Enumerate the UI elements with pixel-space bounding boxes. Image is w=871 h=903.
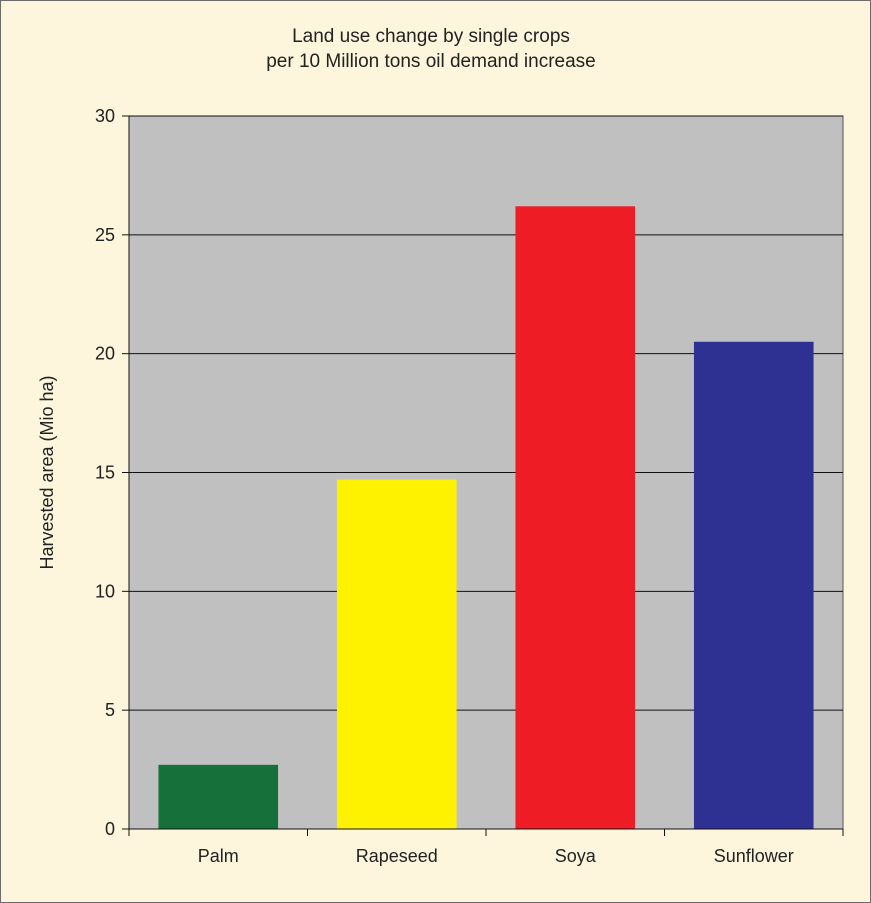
y-tick-label: 30 [95,106,115,126]
bar-chart: Land use change by single crops per 10 M… [37,26,844,866]
axes [122,115,844,836]
x-tick-label: Soya [555,846,597,866]
y-tick-label: 5 [105,700,115,720]
chart-title: Land use change by single crops [292,26,570,47]
x-tick-label: Rapeseed [356,846,438,866]
bar-soya [515,206,636,829]
y-tick-label: 0 [105,819,115,839]
chart-area: Land use change by single crops per 10 M… [9,9,864,894]
y-tick-label: 25 [95,225,115,245]
x-tick-label: Palm [198,846,239,866]
y-axis-label: Harvested area (Mio ha) [37,375,57,569]
y-tick-label: 20 [95,344,115,364]
tick-labels: 0 5 10 15 20 25 30 Palm Rapeseed Soya Sunflower [95,106,794,866]
bar-rapeseed [336,479,457,829]
bar-palm [158,764,279,829]
bars [158,206,814,829]
bar-sunflower [693,341,814,829]
y-tick-label: 15 [95,463,115,483]
chart-subtitle: per 10 Million tons oil demand increase [266,51,596,72]
y-tick-label: 10 [95,581,115,601]
x-tick-label: Sunflower [714,846,794,866]
